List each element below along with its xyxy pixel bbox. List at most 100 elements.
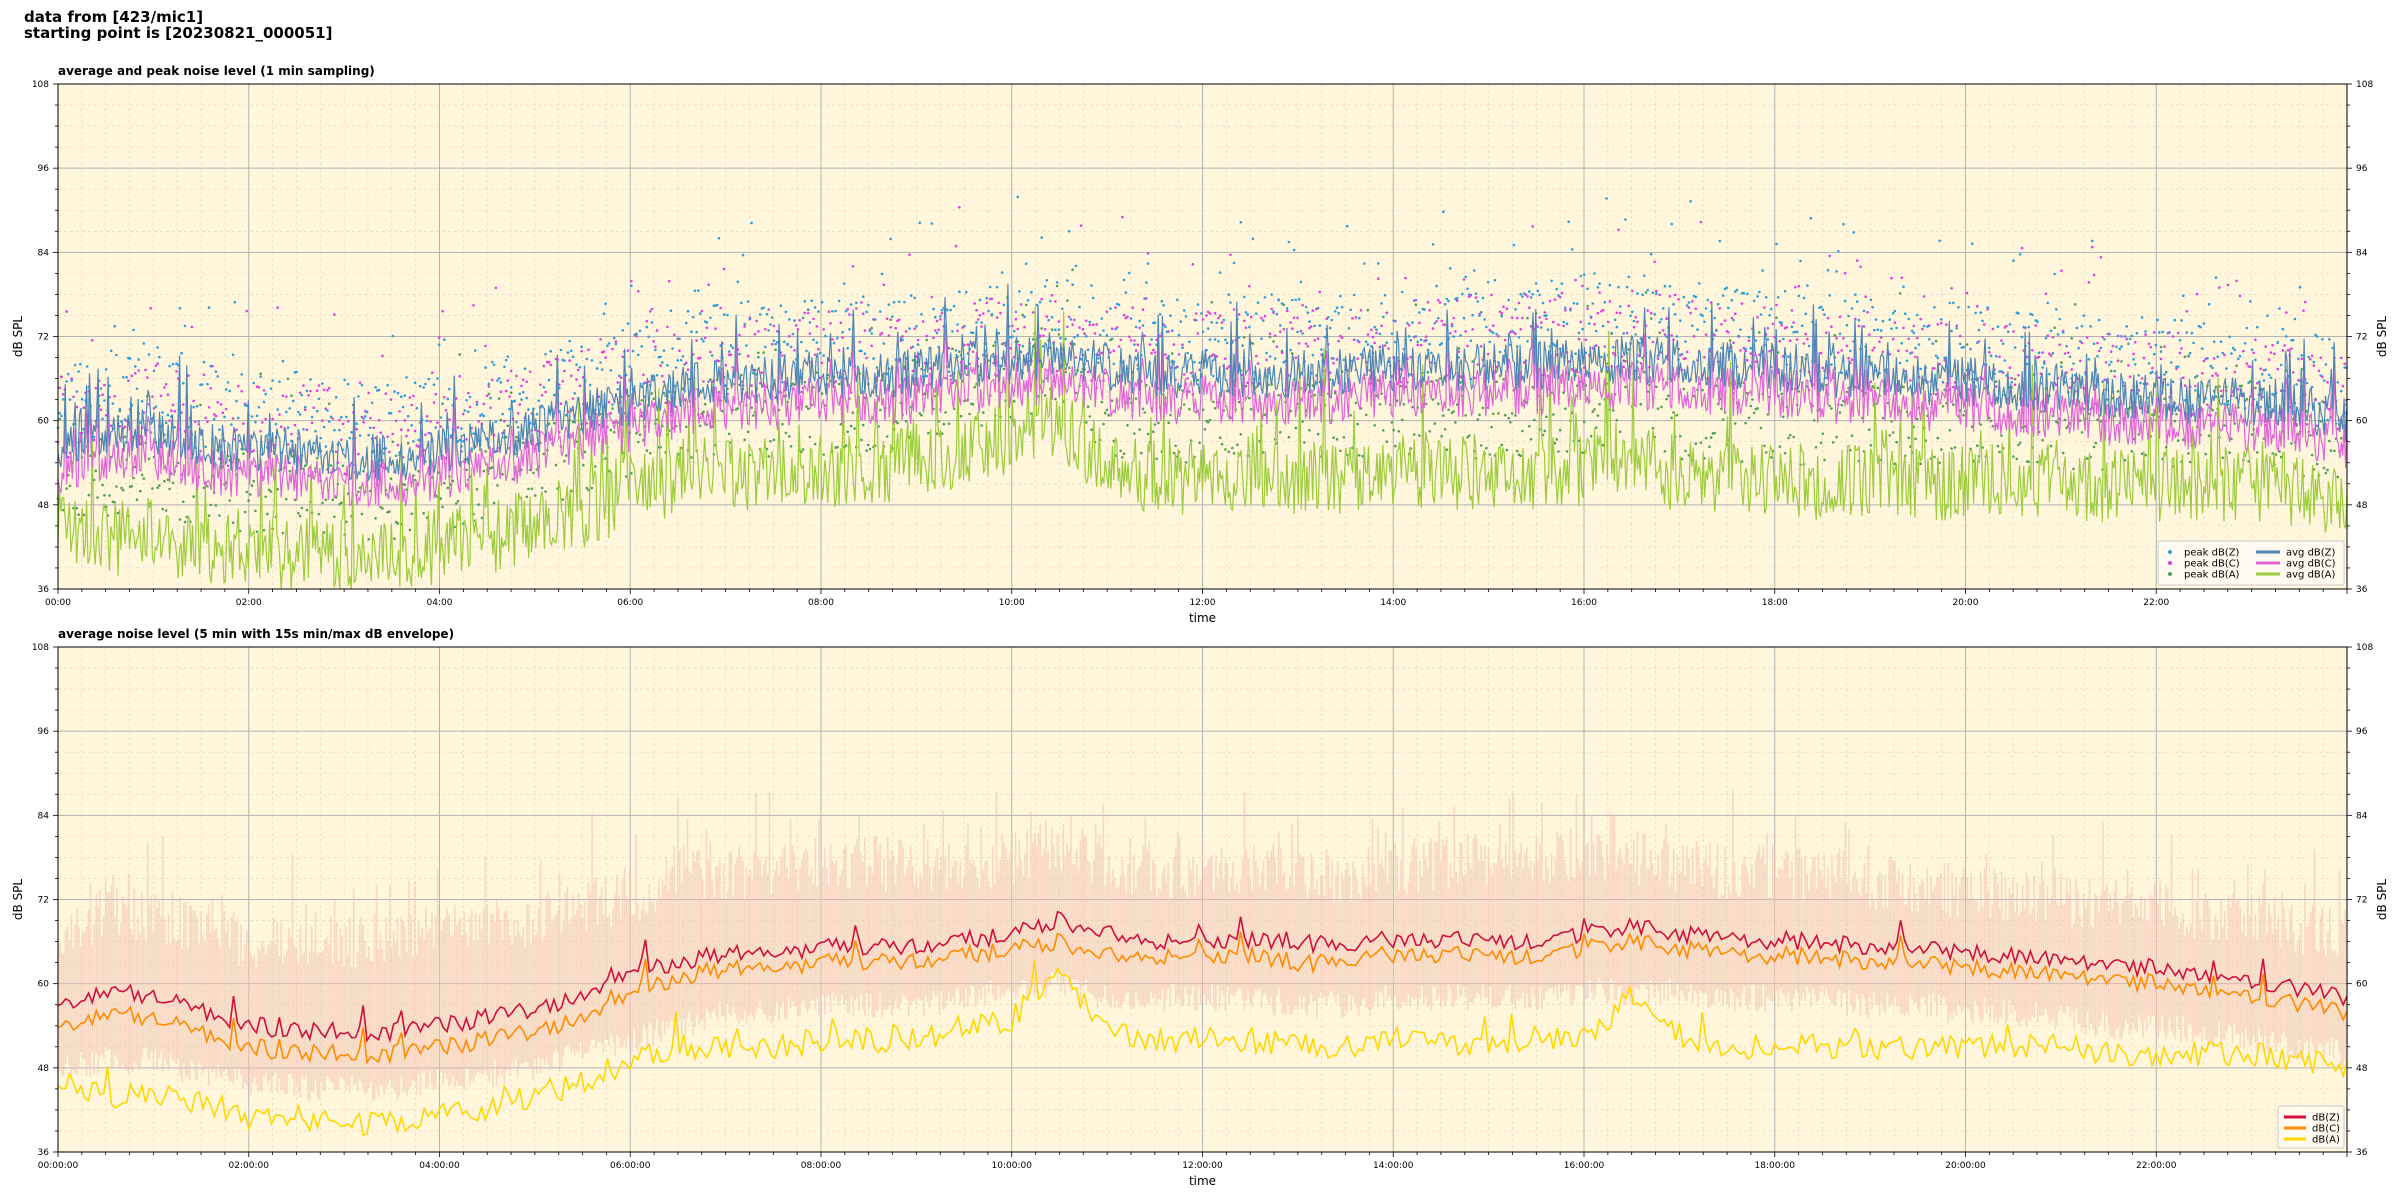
peak-dbz-point	[2171, 380, 2175, 384]
peak-dbc-point	[2020, 246, 2024, 250]
peak-dbc-point	[2147, 342, 2151, 346]
peak-dbc-point	[1359, 309, 1363, 312]
peak-dbz-point	[432, 383, 436, 387]
peak-dbz-point	[2219, 340, 2223, 344]
peak-dbz-point	[264, 392, 268, 396]
peak-dbc-point	[2111, 344, 2115, 348]
peak-dbz-point	[1026, 299, 1030, 302]
peak-dbz-point	[1483, 318, 1486, 321]
peak-dbz-point	[1251, 237, 1255, 241]
peak-dba-point	[2013, 377, 2017, 381]
peak-dba-point	[1598, 402, 1601, 406]
peak-dbz-point	[1576, 302, 1579, 306]
peak-dbz-point	[2237, 357, 2240, 361]
peak-dbc-point	[288, 461, 292, 465]
peak-dbz-point	[2036, 320, 2039, 323]
peak-dbz-point	[930, 222, 934, 225]
peak-dbz-point	[903, 300, 906, 304]
peak-dbc-point	[1486, 352, 1490, 356]
peak-dbc-point	[1746, 358, 1749, 362]
peak-dbz-point	[468, 395, 472, 399]
peak-dbz-point	[525, 396, 528, 400]
peak-dbc-point	[1095, 323, 1098, 326]
peak-dba-point	[1294, 426, 1298, 430]
peak-dba-point	[1218, 436, 1222, 440]
peak-dbz-point	[1837, 250, 1840, 253]
peak-dbc-point	[664, 401, 667, 405]
peak-dba-point	[1157, 421, 1160, 425]
peak-dbz-point	[2291, 338, 2295, 342]
peak-dbc-point	[1378, 345, 1382, 349]
peak-dba-point	[1763, 444, 1766, 448]
peak-dbc-point	[614, 340, 618, 343]
peak-dba-point	[422, 511, 426, 515]
peak-dbz-point	[2261, 372, 2264, 376]
peak-dbc-point	[61, 393, 65, 396]
peak-dbz-point	[580, 345, 583, 349]
peak-dba-point	[1050, 328, 1054, 332]
peak-dbz-point	[889, 237, 892, 241]
peak-dbc-point	[1933, 367, 1936, 370]
peak-dbc-point	[1739, 349, 1742, 352]
peak-dbc-point	[367, 391, 371, 395]
peak-dba-point	[772, 438, 776, 442]
peak-dbz-point	[1970, 242, 1974, 245]
peak-dbz-point	[1030, 290, 1033, 294]
peak-dba-point	[321, 501, 324, 505]
peak-dbc-point	[1313, 339, 1316, 342]
peak-dbz-point	[497, 377, 501, 380]
peak-dba-point	[1452, 410, 1455, 413]
peak-dbz-point	[1414, 335, 1418, 338]
peak-dbc-point	[1982, 323, 1986, 326]
peak-dbz-point	[1562, 320, 1565, 324]
peak-dbc-point	[1723, 319, 1727, 322]
peak-dbc-point	[2025, 355, 2029, 359]
peak-dbz-point	[1569, 309, 1572, 312]
peak-dbz-point	[1670, 222, 1673, 226]
peak-dbc-point	[767, 308, 770, 311]
peak-dbc-point	[887, 334, 891, 337]
peak-dbz-point	[1909, 352, 1912, 355]
peak-dbz-point	[1138, 319, 1141, 323]
peak-dbc-point	[1191, 263, 1195, 266]
peak-dba-point	[1122, 452, 1126, 456]
peak-dba-point	[300, 506, 304, 510]
peak-dbz-point	[715, 303, 719, 307]
peak-dbz-point	[1708, 347, 1711, 351]
peak-dbc-point	[1668, 295, 1672, 298]
peak-dbz-point	[691, 315, 695, 319]
header-source-line: data from [423/mic1]	[24, 8, 204, 26]
peak-dbz-point	[1510, 329, 1514, 333]
peak-dbz-point	[2006, 330, 2010, 334]
peak-dbz-point	[121, 376, 125, 379]
peak-dba-point	[108, 494, 111, 497]
peak-dba-point	[132, 476, 135, 480]
peak-dba-point	[1812, 419, 1816, 422]
peak-dba-point	[885, 435, 889, 438]
peak-dba-point	[1797, 390, 1801, 393]
peak-dbz-point	[1976, 341, 1979, 345]
peak-dbz-point	[2012, 259, 2015, 262]
peak-dba-point	[1756, 407, 1759, 410]
peak-dbc-point	[1804, 332, 1807, 336]
peak-dbz-point	[1019, 350, 1023, 354]
peak-dbc-point	[1438, 301, 1442, 304]
y-tick-label-left: 60	[38, 417, 50, 427]
peak-dbc-point	[381, 354, 384, 358]
peak-dbz-point	[1579, 274, 1583, 278]
peak-dbc-point	[278, 413, 281, 416]
peak-dba-point	[288, 469, 292, 473]
peak-dbz-point	[1378, 332, 1382, 336]
peak-dbc-point	[528, 370, 532, 374]
peak-dba-point	[2061, 451, 2065, 455]
peak-dba-point	[547, 422, 551, 426]
peak-dba-point	[554, 463, 558, 467]
peak-dba-point	[1564, 407, 1567, 411]
peak-dbc-point	[743, 325, 746, 328]
peak-dba-point	[1184, 461, 1188, 464]
peak-dbz-point	[171, 362, 175, 366]
peak-dba-point	[1354, 401, 1358, 405]
peak-dbz-point	[695, 330, 698, 334]
peak-dba-point	[801, 448, 805, 451]
peak-dbz-point	[223, 415, 226, 419]
